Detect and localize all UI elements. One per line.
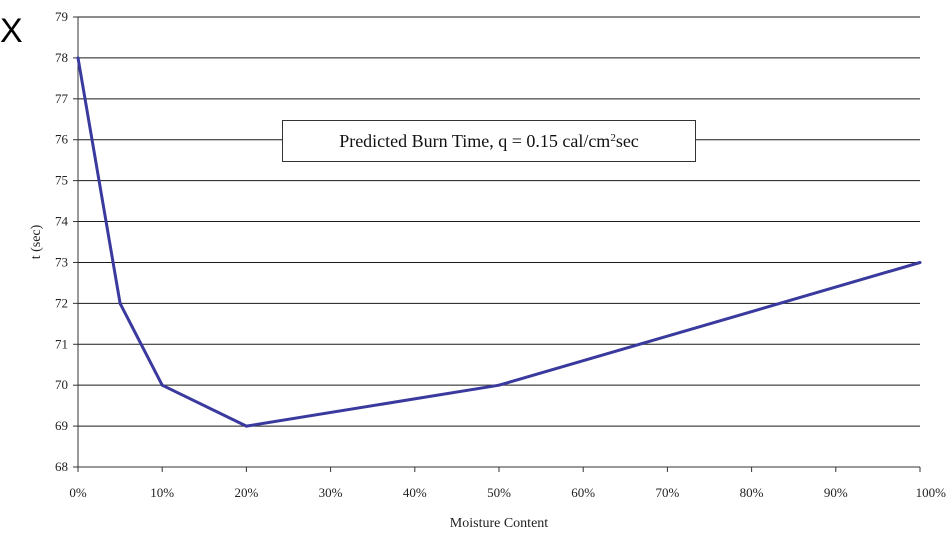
x-tick-label-4: 40% <box>403 485 427 500</box>
gridlines <box>78 16 920 468</box>
y-tick-label-69: 69 <box>55 418 68 433</box>
y-tick-labels: 68 69 70 71 72 73 74 75 76 77 78 79 <box>55 9 69 474</box>
y-tick-label-78: 78 <box>55 50 68 65</box>
x-tick-label-0: 0% <box>69 485 87 500</box>
x-tick-label-9: 90% <box>824 485 848 500</box>
y-tick-label-77: 77 <box>55 91 69 106</box>
x-tick-label-7: 70% <box>655 485 679 500</box>
y-tick-label-68: 68 <box>55 459 68 474</box>
y-tick-label-75: 75 <box>55 173 68 188</box>
data-point-0-0 <box>76 56 80 60</box>
x-tick-label-1: 10% <box>150 485 174 500</box>
y-axis-title: t (sec) <box>29 224 44 259</box>
axes <box>73 16 921 472</box>
y-tick-label-70: 70 <box>55 377 68 392</box>
data-point-0-1 <box>118 301 122 305</box>
y-tick-label-76: 76 <box>55 132 69 147</box>
annotation-superscript: 2 <box>610 132 616 144</box>
y-tick-label-74: 74 <box>55 214 69 229</box>
data-point-0-5 <box>918 260 922 264</box>
annotation-box: Predicted Burn Time, q = 0.15 cal/cm 2 se… <box>282 120 696 162</box>
x-tick-label-8: 80% <box>740 485 764 500</box>
y-tick-label-79: 79 <box>55 9 68 24</box>
corner-mark: X <box>0 12 23 50</box>
x-tick-label-5: 50% <box>487 485 511 500</box>
annotation-text: Predicted Burn Time, q = 0.15 cal/cm <box>339 130 611 151</box>
y-tick-label-71: 71 <box>55 336 68 351</box>
x-tick-label-6: 60% <box>571 485 595 500</box>
x-tick-labels: 0% 10% 20% 30% 40% 50% 60% 70% 80% 90% 100% <box>69 485 946 500</box>
data-point-0-2 <box>160 383 164 387</box>
y-tick-label-72: 72 <box>55 295 68 310</box>
x-tick-label-10: 100% <box>916 485 947 500</box>
series-line-0 <box>76 57 921 428</box>
series-layer <box>76 56 922 428</box>
data-point-0-3 <box>244 424 248 428</box>
annotation-unit: sec <box>615 130 639 151</box>
x-tick-label-3: 30% <box>319 485 343 500</box>
data-point-0-4 <box>497 383 501 387</box>
y-tick-label-73: 73 <box>55 254 68 269</box>
x-axis-title: Moisture Content <box>450 516 548 531</box>
x-tick-label-2: 20% <box>234 485 258 500</box>
